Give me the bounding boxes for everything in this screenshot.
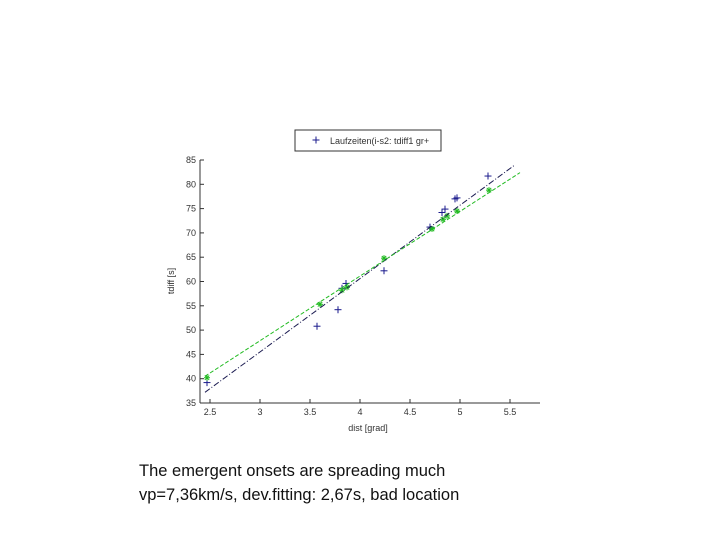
x-tick-label: 3.5 xyxy=(304,407,317,417)
data-point xyxy=(440,216,446,223)
data-point xyxy=(438,208,446,216)
marker-stroke xyxy=(486,187,492,193)
data-point xyxy=(484,172,492,180)
data-point xyxy=(344,284,350,291)
y-tick-label: 65 xyxy=(186,252,196,262)
marker-stroke xyxy=(381,255,387,261)
caption-line-1: The emergent onsets are spreading much xyxy=(139,462,446,480)
plot-series xyxy=(203,164,521,393)
data-point xyxy=(204,374,210,381)
y-tick-label: 35 xyxy=(186,398,196,408)
slide-caption: The emergent onsets are spreading much v… xyxy=(139,459,699,507)
y-tick-label: 55 xyxy=(186,301,196,311)
y-axis-label: tdiff [s] xyxy=(166,268,176,294)
y-tick-label: 45 xyxy=(186,349,196,359)
legend-marker xyxy=(312,136,320,144)
y-tick-label: 80 xyxy=(186,179,196,189)
legend: Laufzeiten(i-s2: tdiff1 gr+ xyxy=(294,129,442,152)
data-point xyxy=(334,306,342,314)
marker-stroke xyxy=(440,216,446,222)
x-tick-label: 5 xyxy=(457,407,462,417)
x-tick-label: 2.5 xyxy=(204,407,217,417)
y-tick-label: 60 xyxy=(186,277,196,287)
x-tick-label: 4.5 xyxy=(404,407,417,417)
data-point xyxy=(380,267,388,275)
y-tick-label: 40 xyxy=(186,374,196,384)
y-tick-label: 50 xyxy=(186,325,196,335)
caption-line-2: vp=7,36km/s, dev.fitting: 2,67s, bad loc… xyxy=(139,486,460,504)
tick-marks: 2.5 3 3.5 4 4.5 5 5.5 35 40 45 50 55 60 65 70 75 80 85 xyxy=(186,155,516,417)
marker-stroke xyxy=(317,301,323,307)
legend-box xyxy=(294,129,442,152)
y-tick-label: 85 xyxy=(186,155,196,165)
fit-line xyxy=(204,164,516,393)
plot-axes xyxy=(199,160,540,404)
data-point xyxy=(453,194,461,202)
x-tick-label: 3 xyxy=(257,407,262,417)
marker-stroke xyxy=(454,208,460,214)
data-point xyxy=(441,205,449,213)
marker-stroke xyxy=(444,213,450,219)
x-tick-label: 5.5 xyxy=(504,407,517,417)
marker-stroke xyxy=(344,284,350,290)
marker-stroke xyxy=(204,375,210,381)
legend-plus-marker xyxy=(312,136,320,144)
fit-line xyxy=(204,172,521,377)
x-tick-label: 4 xyxy=(357,407,362,417)
marker-stroke xyxy=(339,287,345,293)
y-tick-label: 75 xyxy=(186,204,196,214)
x-axis-label: dist [grad] xyxy=(348,423,388,433)
data-point xyxy=(313,322,321,330)
y-tick-label: 70 xyxy=(186,228,196,238)
legend-entry: Laufzeiten(i-s2: tdiff1 gr+ xyxy=(330,136,429,146)
